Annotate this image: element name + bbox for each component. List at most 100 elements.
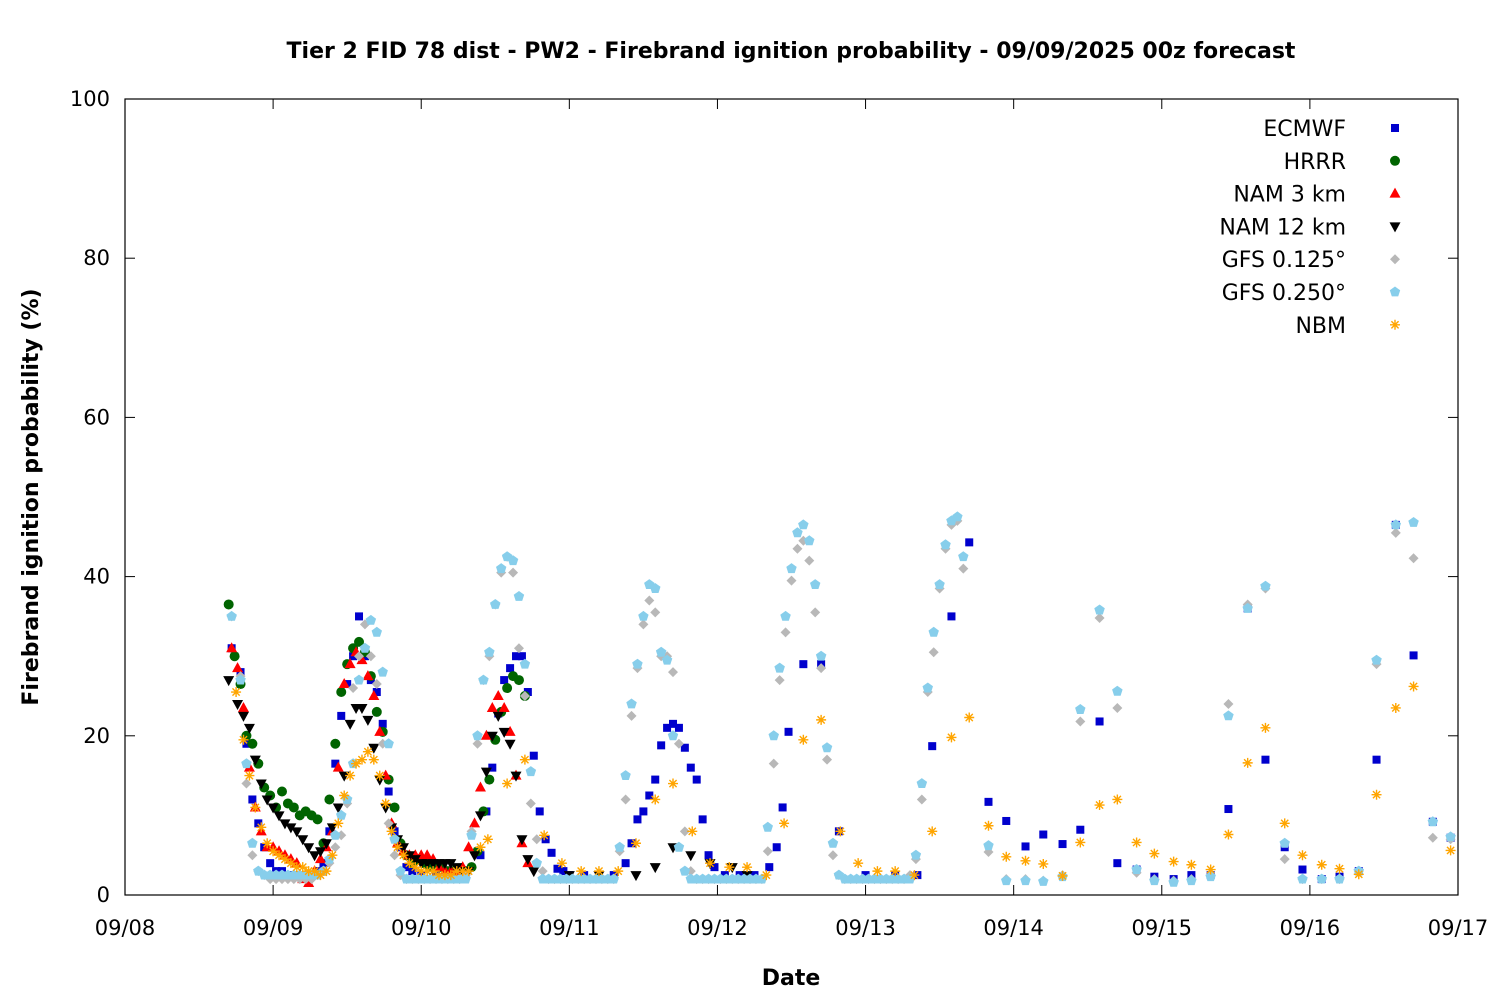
data-point: [344, 658, 356, 669]
data-point: [247, 738, 258, 749]
legend-marker: [1389, 286, 1401, 297]
data-point: [816, 663, 827, 674]
data-point: [799, 660, 808, 669]
data-point: [255, 779, 267, 790]
data-point: [761, 870, 772, 881]
data-point: [484, 646, 495, 657]
data-point: [336, 687, 347, 698]
data-point: [371, 679, 382, 690]
y-tick-label: 40: [83, 565, 110, 589]
data-point: [463, 841, 475, 852]
data-point: [556, 858, 567, 869]
data-point: [383, 738, 394, 749]
data-point: [247, 837, 258, 848]
data-point: [249, 755, 261, 766]
data-point: [1075, 704, 1086, 714]
data-point: [1149, 875, 1160, 886]
data-point: [338, 678, 350, 689]
data-point: [934, 579, 945, 589]
x-tick-label: 09/17: [1428, 916, 1489, 940]
data-point: [958, 563, 969, 574]
data-point: [321, 866, 332, 877]
data-point: [922, 682, 933, 693]
data-point: [639, 807, 648, 816]
data-point: [362, 670, 374, 681]
data-point: [365, 651, 376, 662]
data-point: [348, 683, 359, 694]
data-point: [241, 778, 252, 789]
data-point: [469, 851, 481, 862]
legend-label: HRRR: [1284, 150, 1346, 175]
data-point: [502, 778, 513, 789]
data-point: [472, 730, 483, 741]
data-point: [1112, 702, 1123, 713]
data-point: [1409, 651, 1418, 660]
axes: 09/08 09/09 09/10 09/11 09/12 09/13 09/14 09/15…: [70, 87, 1488, 940]
data-point: [1334, 873, 1345, 884]
data-point: [303, 877, 315, 888]
data-point: [916, 778, 928, 788]
data-point: [244, 770, 255, 781]
data-point: [705, 858, 716, 869]
data-point: [804, 555, 815, 566]
data-point: [1445, 831, 1456, 842]
data-point: [397, 843, 409, 854]
legend-label: GFS 0.250°: [1222, 281, 1346, 306]
data-point: [506, 664, 515, 673]
data-point: [359, 642, 371, 653]
data-point: [404, 858, 415, 869]
x-tick-label: 09/16: [1280, 916, 1341, 940]
data-point: [516, 835, 528, 846]
data-point: [1427, 832, 1438, 843]
data-point: [1334, 863, 1345, 874]
data-point: [872, 866, 883, 877]
data-point: [1205, 864, 1216, 875]
data-point: [1075, 837, 1086, 848]
data-point: [389, 850, 400, 861]
legend-marker: [1390, 254, 1400, 265]
data-point: [297, 835, 309, 846]
data-point: [508, 567, 519, 578]
data-point: [650, 607, 661, 618]
chart-title: Tier 2 FID 78 dist - PW2 - Firebrand ign…: [287, 39, 1296, 64]
data-point: [235, 674, 246, 685]
data-point: [331, 759, 340, 768]
data-point: [792, 543, 803, 554]
plot-frame: [124, 98, 1459, 896]
data-point: [1020, 875, 1031, 886]
data-point: [243, 723, 255, 734]
data-point: [762, 821, 773, 832]
legend-label: NAM 3 km: [1233, 183, 1346, 208]
data-point: [309, 851, 321, 862]
data-point: [539, 830, 550, 841]
data-point: [1224, 805, 1233, 814]
data-point: [410, 862, 421, 873]
data-point: [395, 865, 406, 876]
data-point: [231, 687, 242, 698]
data-point: [528, 867, 540, 878]
data-point: [402, 863, 411, 872]
data-point: [774, 662, 785, 673]
data-point: [1186, 875, 1197, 886]
legend-marker: [1390, 155, 1400, 166]
data-point: [593, 866, 604, 877]
data-point: [457, 866, 468, 877]
data-point: [1316, 873, 1327, 884]
data-point: [291, 862, 302, 873]
data-point: [657, 741, 666, 750]
data-point: [663, 723, 672, 732]
data-point: [392, 842, 403, 853]
data-point: [507, 555, 519, 566]
data-point: [890, 866, 901, 877]
data-point: [1223, 829, 1234, 840]
data-point: [835, 826, 846, 837]
data-point: [409, 855, 421, 866]
x-tick-label: 09/13: [835, 916, 896, 940]
data-point: [792, 527, 803, 538]
data-point: [928, 626, 939, 637]
data-point: [613, 866, 624, 877]
data-point: [810, 607, 821, 618]
data-point: [686, 763, 695, 772]
data-point: [330, 842, 341, 853]
data-point: [519, 754, 530, 765]
